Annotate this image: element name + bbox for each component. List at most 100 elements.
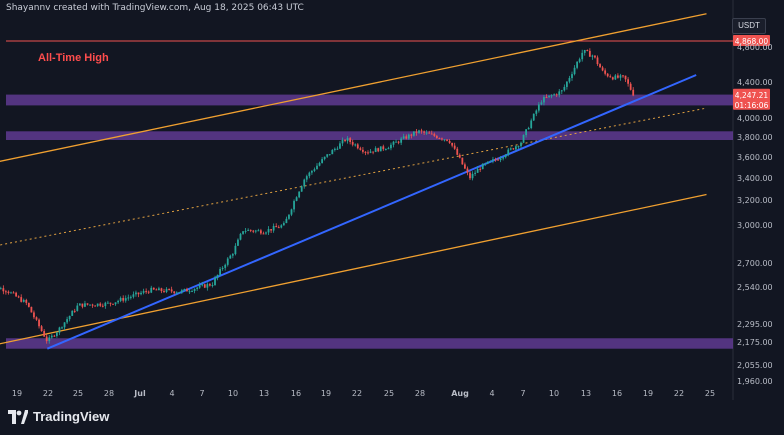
support-zone-2	[6, 131, 733, 140]
candle-body	[456, 148, 459, 155]
candle	[183, 288, 186, 292]
candle	[425, 130, 428, 135]
x-tick-label: Aug	[451, 389, 469, 398]
candle-body	[400, 138, 403, 143]
candle	[257, 228, 260, 232]
candle-body	[458, 154, 461, 158]
candle	[137, 292, 140, 298]
candle-body	[351, 142, 354, 145]
candle-body	[7, 291, 10, 293]
candle-body	[68, 315, 71, 320]
candle	[359, 146, 362, 151]
candle	[61, 326, 63, 330]
tradingview-brand[interactable]: TradingView	[8, 409, 109, 424]
candle	[617, 73, 619, 79]
candle-body	[15, 292, 17, 297]
candle	[471, 171, 474, 181]
candle-body	[58, 327, 61, 333]
y-tick-label: 2,540.00	[737, 283, 773, 292]
candle	[84, 300, 86, 308]
candle	[377, 147, 380, 153]
ath-price-tag: 4,868.00	[733, 35, 770, 47]
candle	[242, 231, 244, 235]
candle-body	[10, 292, 12, 294]
candle-body	[155, 289, 158, 291]
candle	[558, 88, 561, 98]
ath-price-tag-text: 4,868.00	[735, 37, 769, 46]
candle-body	[563, 86, 566, 91]
candle-body	[410, 134, 413, 136]
currency-badge[interactable]: USDT	[732, 18, 766, 34]
candle-body	[372, 151, 374, 153]
candle	[632, 87, 635, 97]
candle	[229, 254, 232, 259]
candle	[619, 73, 622, 81]
candle-body	[438, 138, 441, 140]
candle	[30, 306, 33, 313]
candle-body	[601, 67, 604, 71]
candle	[119, 296, 122, 303]
candle-body	[163, 291, 165, 293]
candle	[374, 146, 377, 153]
candle	[252, 229, 255, 234]
candle-body	[298, 191, 301, 198]
candle-body	[244, 230, 247, 232]
candle	[63, 322, 66, 331]
candle-body	[326, 154, 329, 157]
candle	[158, 286, 160, 291]
candle-body	[104, 302, 107, 307]
candle	[22, 298, 25, 303]
candle	[104, 301, 107, 309]
x-tick-label: 28	[104, 389, 114, 398]
candle	[58, 326, 61, 336]
candle-body	[443, 139, 446, 141]
candle-body	[489, 160, 492, 162]
candle-body	[614, 75, 617, 80]
candle	[89, 304, 91, 306]
candle-body	[48, 337, 51, 342]
candle	[226, 257, 229, 267]
candle	[331, 149, 334, 155]
candle	[583, 49, 586, 56]
candle	[285, 216, 288, 224]
candle	[188, 288, 191, 294]
candle	[237, 238, 239, 247]
candle	[150, 285, 153, 294]
candle-body	[109, 302, 112, 304]
candle-body	[145, 291, 148, 293]
candle	[262, 231, 265, 235]
support-zone-1	[6, 94, 733, 106]
candle	[180, 288, 183, 294]
candle-body	[124, 298, 127, 301]
x-tick-label: 19	[12, 389, 22, 398]
candle-body	[201, 284, 204, 286]
candle-body	[448, 140, 451, 143]
candle-body	[129, 296, 132, 298]
trendline-line	[46, 74, 697, 350]
x-tick-label: 13	[259, 389, 269, 398]
candle-body	[142, 291, 145, 293]
candle-body	[45, 336, 48, 342]
candle-body	[285, 218, 288, 224]
candle	[458, 153, 461, 159]
candle	[152, 287, 155, 290]
candle	[474, 170, 476, 177]
candle-body	[632, 89, 635, 96]
candle-body	[591, 55, 594, 57]
candle	[448, 139, 451, 144]
candle-body	[27, 302, 30, 307]
candle	[203, 283, 206, 289]
candle	[214, 275, 216, 286]
candle-body	[137, 292, 140, 295]
candle-body	[395, 141, 397, 143]
candle	[466, 166, 469, 176]
candle-body	[583, 50, 586, 53]
candle-body	[183, 288, 186, 291]
candle-body	[553, 94, 556, 96]
candle-body	[150, 287, 153, 293]
candle-body	[435, 135, 438, 139]
y-tick-label: 1,960.00	[737, 377, 773, 386]
candle	[170, 286, 173, 294]
candle	[611, 76, 614, 81]
